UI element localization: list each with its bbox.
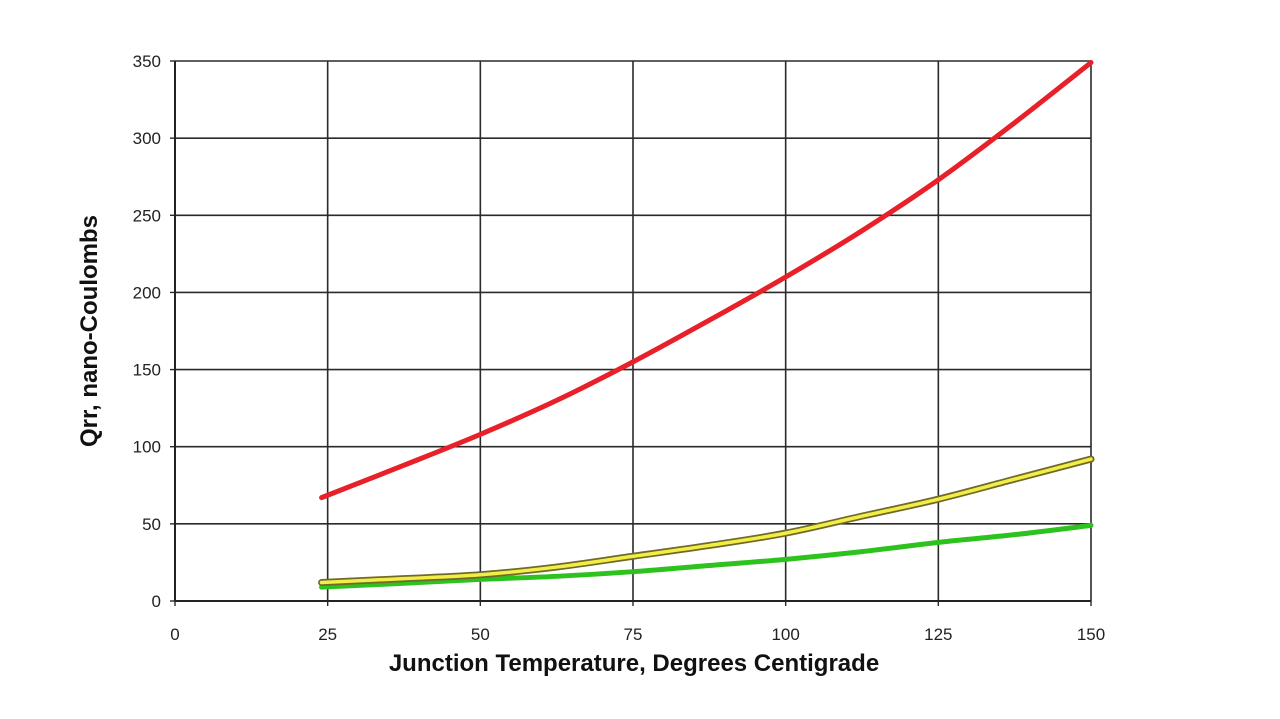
y-tick-label: 0 (152, 592, 161, 611)
y-tick-label: 150 (133, 361, 161, 380)
grid (175, 60, 1092, 601)
series-point (404, 578, 405, 579)
series-point (1014, 479, 1015, 480)
x-tick-label: 0 (170, 625, 179, 644)
series-point (480, 434, 481, 435)
series-point (556, 576, 557, 577)
series-point (709, 565, 710, 566)
series-point (938, 499, 939, 500)
x-tick-label: 150 (1077, 625, 1105, 644)
series-line (319, 60, 1094, 501)
series-point (404, 583, 405, 584)
x-tick-label: 50 (471, 625, 490, 644)
series-point (938, 179, 939, 180)
series-point (633, 556, 634, 557)
y-axis-title: Qrr, nano-Coulombs (76, 215, 103, 447)
y-tick-label: 300 (133, 129, 161, 148)
series-point (785, 277, 786, 278)
series-point (785, 559, 786, 560)
series-point (1091, 459, 1092, 460)
series-point (862, 551, 863, 552)
x-tick-label: 75 (624, 625, 643, 644)
y-tick-label: 100 (133, 438, 161, 457)
series-point (1091, 62, 1092, 63)
series-point (1014, 534, 1015, 535)
axes (170, 60, 1092, 606)
series-point (1091, 525, 1092, 526)
series-point (480, 574, 481, 575)
x-tick-label: 100 (771, 625, 799, 644)
series-point (633, 361, 634, 362)
series-point (556, 567, 557, 568)
series-point (862, 230, 863, 231)
x-tick-label: 25 (318, 625, 337, 644)
series-point (938, 542, 939, 543)
series-point (862, 516, 863, 517)
series-point (321, 582, 322, 583)
series-point (480, 579, 481, 580)
y-tick-label: 250 (133, 206, 161, 225)
y-tick-label: 350 (133, 52, 161, 71)
x-axis-title: Junction Temperature, Degrees Centigrade (389, 650, 879, 677)
y-tick-labels: 0 50 100 150 200 250 300 350 (133, 52, 161, 611)
x-tick-labels: 0 25 50 75 100 125 150 (170, 625, 1105, 644)
series-point (709, 545, 710, 546)
series-line (319, 522, 1094, 590)
series-point (321, 587, 322, 588)
x-tick-label: 125 (924, 625, 952, 644)
series-point (1014, 122, 1015, 123)
series-point (785, 533, 786, 534)
series-point (709, 320, 710, 321)
series-lines (318, 60, 1095, 590)
series-point (633, 571, 634, 572)
series-point (404, 465, 405, 466)
y-tick-label: 50 (142, 515, 161, 534)
series-point (321, 497, 322, 498)
y-tick-label: 200 (133, 283, 161, 302)
series-point (556, 400, 557, 401)
series-line (319, 457, 1093, 585)
